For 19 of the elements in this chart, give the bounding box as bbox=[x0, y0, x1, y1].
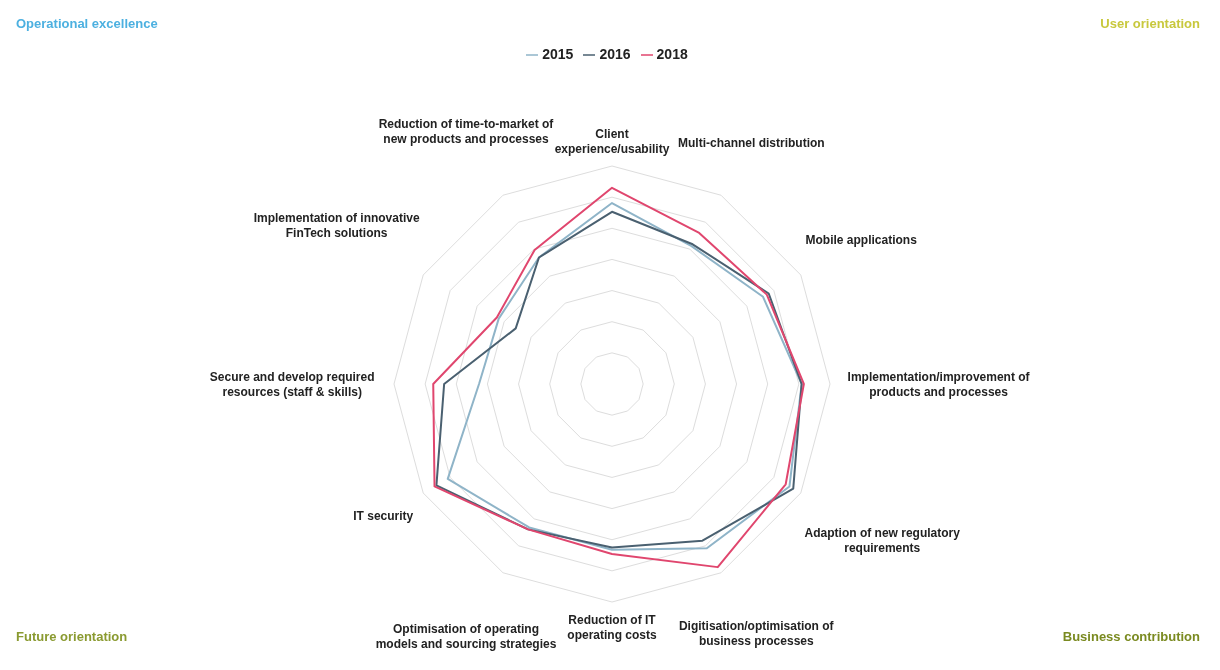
text: Future orientation bbox=[16, 629, 128, 644]
spoke-label: Client experience/usability bbox=[554, 126, 670, 156]
spoke-label: Implementation/improvement of products and processes bbox=[847, 369, 1031, 399]
legend-label: 2015 bbox=[542, 46, 574, 62]
spoke-label: Mobile applications bbox=[805, 233, 918, 248]
legend-label: 2016 bbox=[599, 46, 631, 62]
spoke-label: Implementation of innovative FinTech solutions bbox=[253, 210, 420, 240]
spoke-label: Reduction of time-to-market of new products and processes bbox=[378, 116, 555, 146]
spoke-label: IT security bbox=[353, 509, 414, 524]
legend-label: 2018 bbox=[656, 46, 688, 62]
text: Business contribution bbox=[1062, 629, 1200, 644]
spoke-label: Optimisation of operating models and sourcing strategies bbox=[375, 622, 557, 652]
spoke-label: Adaption of new regulatory requirements bbox=[804, 525, 961, 555]
text: Operational excellence bbox=[16, 16, 158, 31]
text: User orientation bbox=[1100, 16, 1200, 31]
spoke-label: Secure and develop required resources (staff & skills) bbox=[209, 369, 375, 399]
spoke-label: Digitisation/optimisation of business processes bbox=[678, 619, 835, 649]
spoke-label: Multi-channel distribution bbox=[678, 135, 825, 150]
spoke-label: Reduction of IT operating costs bbox=[567, 612, 657, 642]
